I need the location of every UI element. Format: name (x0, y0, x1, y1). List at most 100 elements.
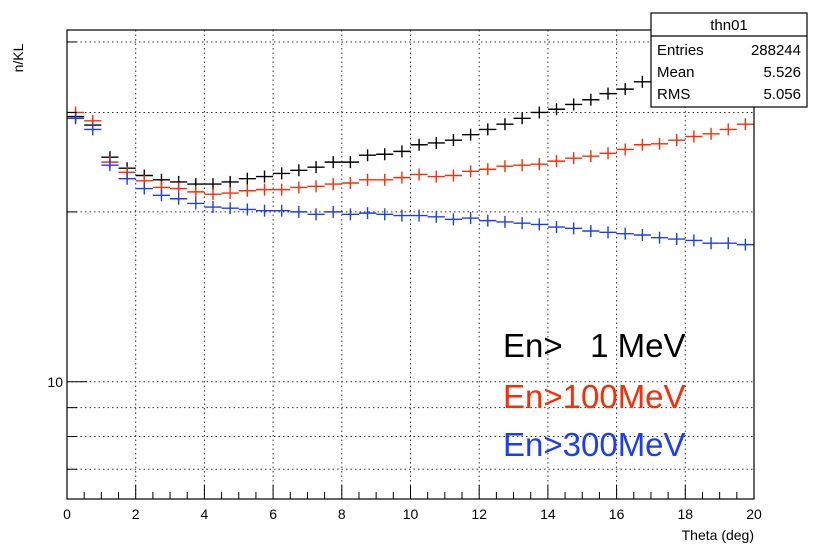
data-point-series-3 (427, 210, 445, 223)
stats-box: thn01 Entries 288244 Mean 5.526 RMS 5.05… (650, 12, 808, 108)
tick-labels: 0 2 4 6 8 10 12 14 16 18 20 10 (47, 374, 762, 522)
data-points (67, 42, 754, 251)
data-point-series-2 (307, 180, 325, 193)
data-point-series-3 (444, 213, 463, 226)
x-tick-label: 6 (269, 506, 277, 522)
data-point-series-3 (668, 233, 686, 246)
data-point-series-2 (462, 165, 480, 178)
data-point-series-3 (238, 203, 256, 216)
data-point-series-3 (547, 221, 566, 234)
data-point-series-1 (462, 128, 480, 141)
data-point-series-2 (668, 134, 686, 147)
data-point-series-3 (204, 201, 222, 214)
legend-entry-1mev: En> 1 MeV (503, 327, 686, 364)
data-point-series-3 (685, 234, 703, 247)
data-point-series-3 (358, 207, 377, 220)
data-point-series-1 (238, 172, 256, 185)
data-point-series-3 (736, 238, 754, 251)
x-tick-label: 18 (678, 506, 694, 522)
stats-entries-label: Entries (657, 42, 704, 59)
data-point-series-2 (633, 138, 651, 151)
data-point-series-1 (410, 138, 428, 151)
x-tick-label: 10 (403, 506, 419, 522)
data-point-series-3 (290, 205, 308, 218)
data-point-series-2 (479, 163, 497, 176)
x-tick-label: 4 (201, 506, 209, 522)
data-point-series-1 (599, 87, 617, 100)
data-point-series-2 (170, 182, 188, 195)
data-point-series-1 (358, 149, 377, 162)
data-point-series-3 (84, 123, 102, 136)
data-point-series-2 (616, 143, 634, 156)
data-point-series-1 (547, 103, 566, 116)
legend-entry-100mev: En>100MeV (503, 378, 686, 415)
data-point-series-2 (547, 155, 566, 168)
data-point-series-3 (255, 204, 274, 217)
data-point-series-2 (221, 187, 239, 200)
data-point-series-3 (479, 214, 497, 227)
data-point-series-3 (582, 224, 600, 237)
x-tick-label: 14 (540, 506, 556, 522)
data-point-series-1 (307, 161, 325, 174)
data-point-series-3 (565, 222, 583, 235)
data-point-series-2 (410, 168, 428, 181)
data-point-series-2 (736, 118, 754, 131)
data-point-series-1 (324, 156, 342, 169)
x-tick-label: 12 (471, 506, 487, 522)
data-point-series-2 (204, 188, 222, 201)
stats-mean-value: 5.526 (763, 64, 801, 81)
data-point-series-1 (393, 145, 411, 158)
data-point-series-1 (565, 98, 583, 111)
stats-rms-value: 5.056 (763, 86, 801, 103)
x-tick-label: 8 (338, 506, 346, 522)
data-point-series-3 (530, 218, 548, 231)
data-point-series-1 (479, 123, 497, 136)
data-point-series-2 (358, 173, 377, 186)
data-point-series-3 (273, 204, 291, 217)
data-point-series-1 (341, 156, 359, 169)
data-point-series-1 (255, 170, 274, 183)
data-point-series-3 (616, 227, 634, 240)
legend-entry-300mev: En>300MeV (503, 426, 686, 463)
stats-mean-label: Mean (657, 64, 695, 81)
data-point-series-2 (187, 185, 205, 198)
data-point-series-3 (462, 212, 480, 225)
data-point-series-2 (238, 184, 256, 197)
data-point-series-1 (204, 178, 222, 191)
data-point-series-2 (444, 169, 463, 182)
data-point-series-2 (341, 177, 359, 190)
grid-lines (67, 30, 754, 499)
legend: En> 1 MeV En>100MeV En>300MeV (503, 327, 686, 463)
data-point-series-3 (650, 231, 669, 244)
data-point-series-3 (599, 226, 617, 239)
x-axis-title: Theta (deg) (682, 527, 754, 543)
stats-box-frame (650, 12, 808, 108)
data-point-series-2 (290, 181, 308, 194)
data-point-series-2 (513, 159, 531, 172)
data-point-series-2 (273, 183, 291, 196)
data-point-series-3 (410, 209, 428, 222)
data-point-series-2 (650, 137, 669, 150)
data-point-series-1 (444, 134, 463, 147)
y-tick-label: 10 (47, 374, 63, 390)
data-point-series-1 (582, 93, 600, 106)
data-point-series-2 (599, 147, 617, 160)
data-point-series-2 (255, 183, 274, 196)
data-point-series-1 (376, 148, 394, 161)
data-point-series-3 (170, 192, 188, 205)
data-point-series-3 (152, 189, 171, 202)
data-point-series-3 (67, 112, 85, 125)
data-point-series-2 (324, 178, 342, 191)
data-point-series-2 (565, 152, 583, 165)
data-point-series-1 (221, 175, 239, 188)
stats-rms-label: RMS (657, 86, 690, 103)
data-point-series-2 (685, 130, 703, 143)
data-point-series-2 (376, 173, 394, 186)
data-point-series-1 (513, 112, 531, 125)
data-point-series-1 (496, 118, 514, 131)
x-tick-label: 2 (132, 506, 140, 522)
x-tick-label: 20 (746, 506, 762, 522)
data-point-series-3 (513, 217, 531, 230)
x-tick-label: 0 (63, 506, 71, 522)
data-point-series-3 (496, 215, 514, 228)
